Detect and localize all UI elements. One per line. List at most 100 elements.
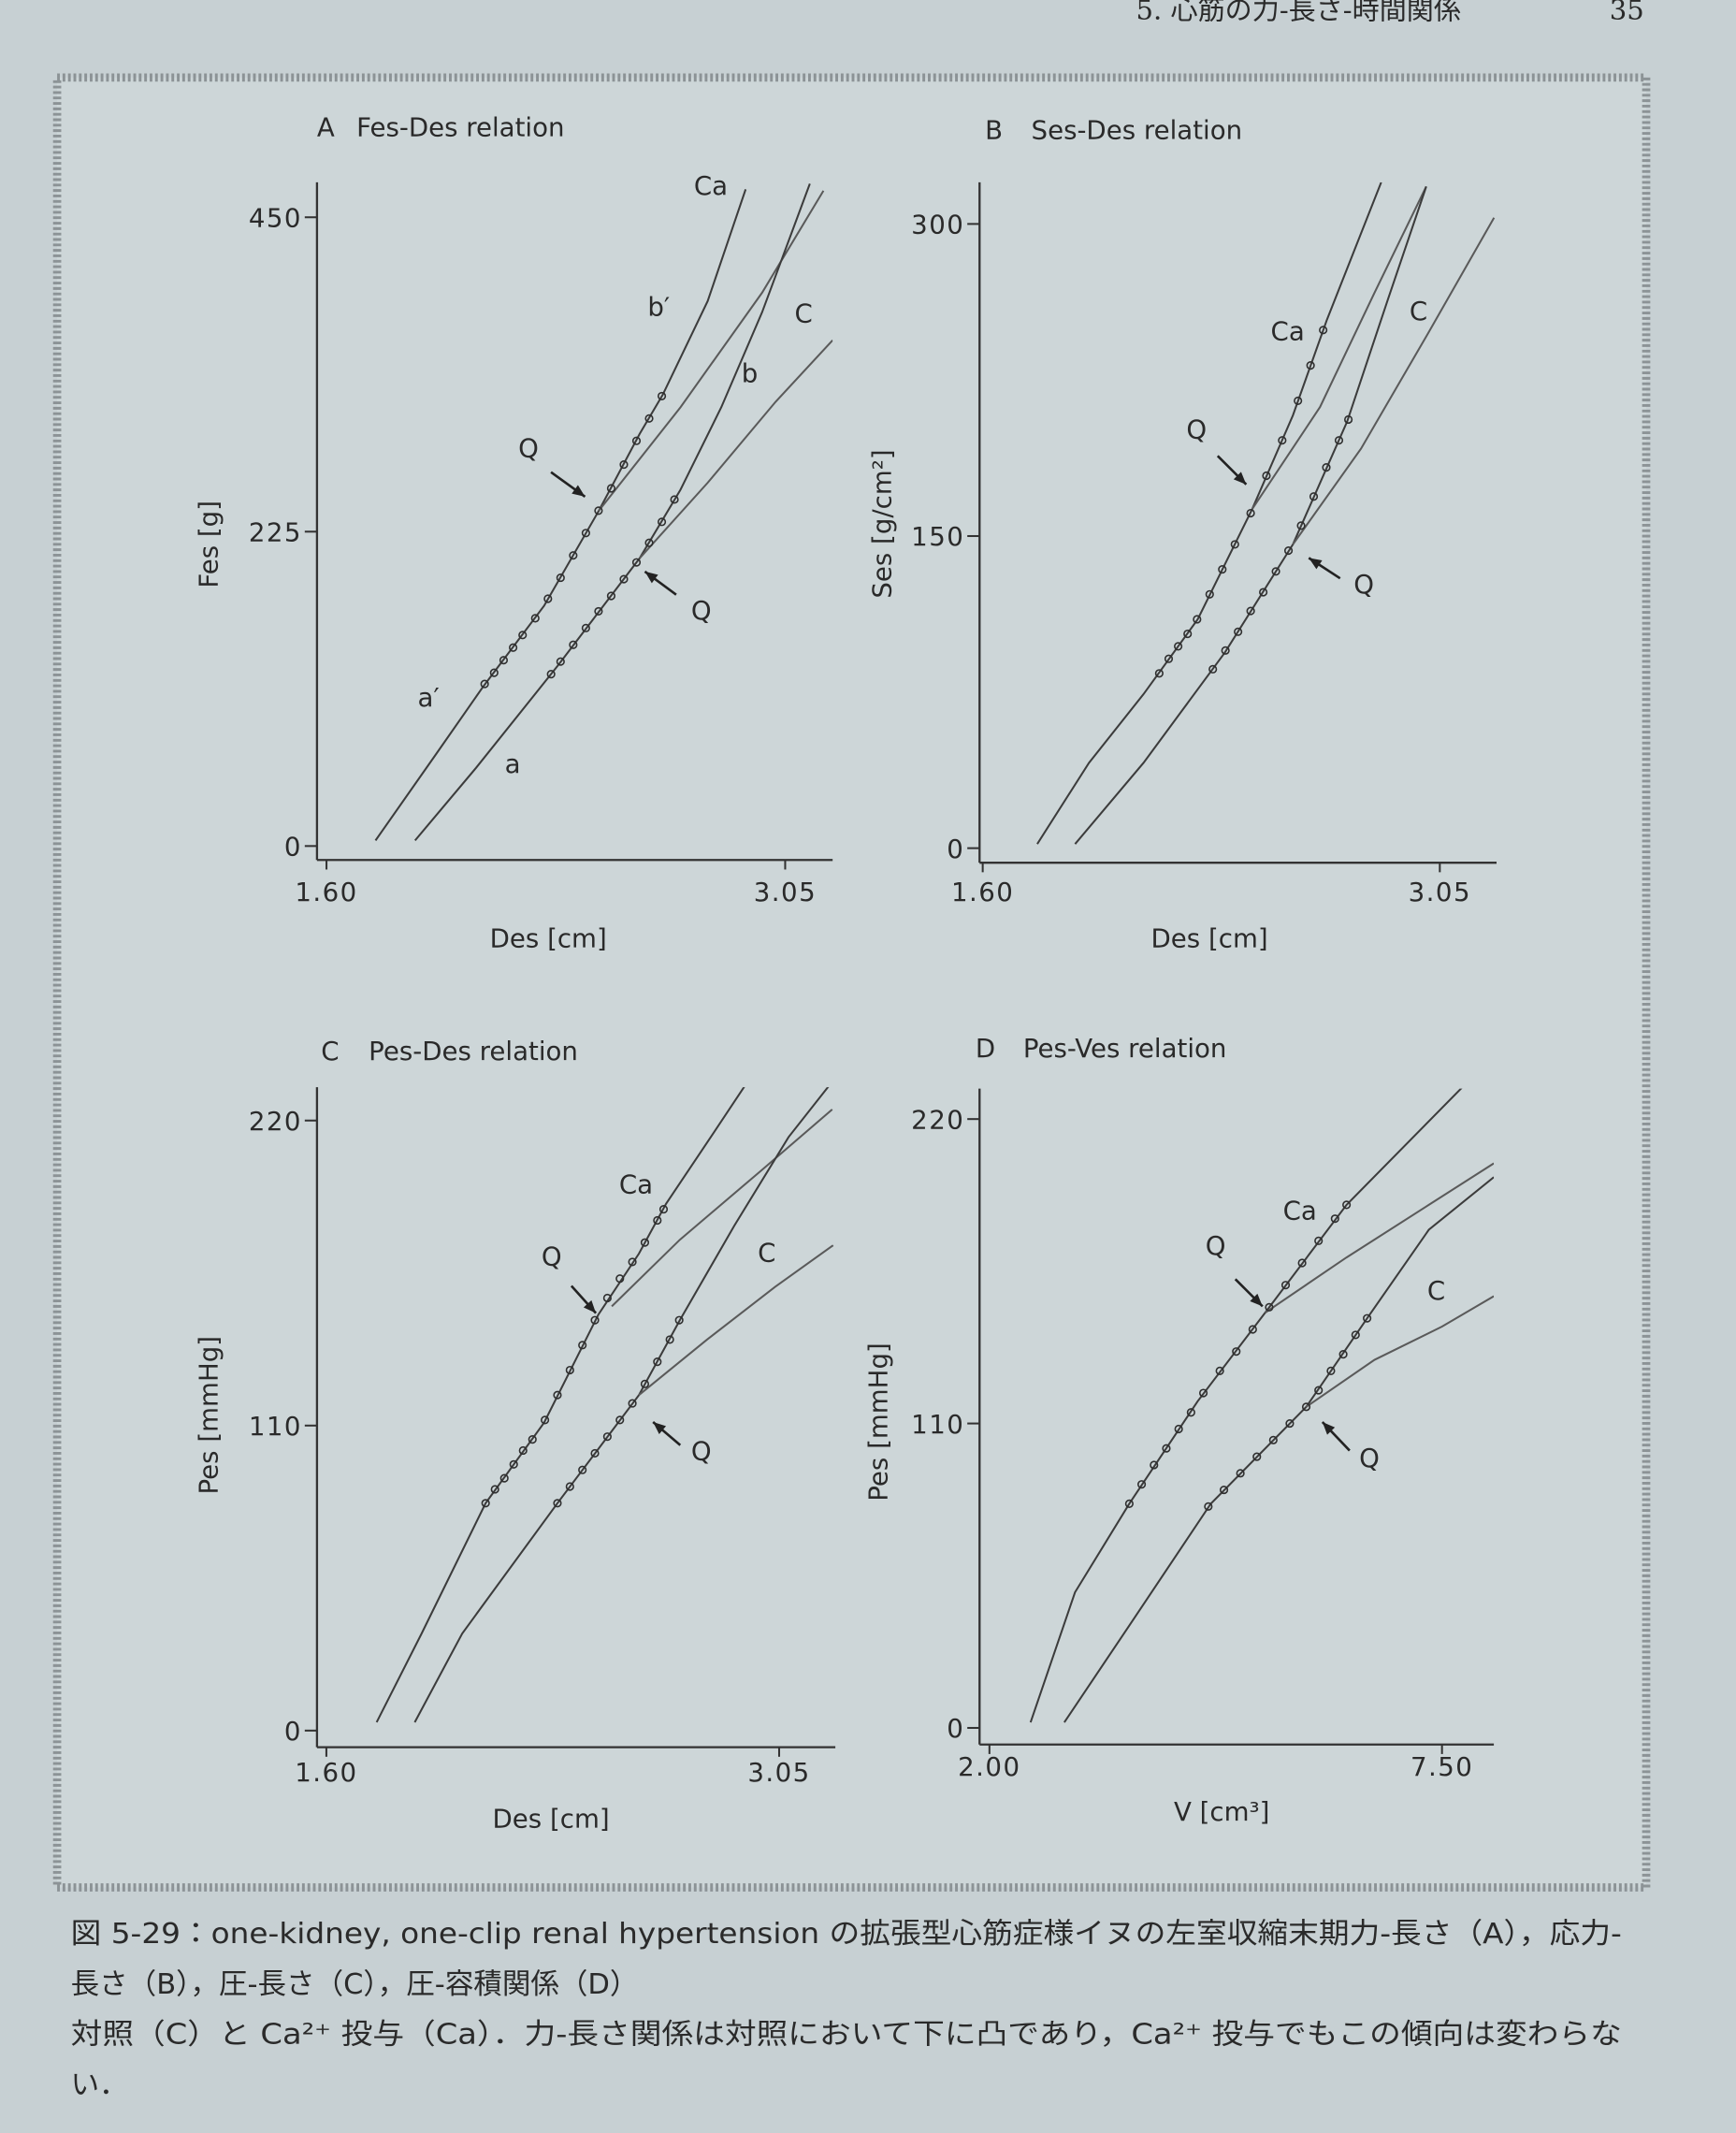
- running-header: 5. 心筋の力-長さ-時間関係: [1136, 0, 1461, 25]
- panel-letter: D: [976, 1033, 995, 1064]
- data-point: [1215, 1366, 1224, 1375]
- data-point: [1296, 521, 1306, 530]
- data-point: [499, 656, 509, 665]
- arrow-head: [1233, 472, 1247, 485]
- data-point: [1218, 565, 1227, 574]
- data-point: [499, 1473, 509, 1483]
- annotation: a: [505, 748, 521, 779]
- data-point: [606, 591, 616, 601]
- annotation: Ca: [1283, 1195, 1317, 1226]
- data-point: [1221, 646, 1230, 655]
- y-tick-label: 110: [249, 1411, 302, 1442]
- data-point: [1297, 1258, 1307, 1268]
- y-axis-label: Pes [mmHg]: [194, 1336, 224, 1495]
- data-point: [674, 1315, 684, 1325]
- panel-title: Pes-Des relation: [369, 1036, 578, 1066]
- data-point: [509, 643, 518, 652]
- y-tick-label: 450: [249, 202, 302, 233]
- chart: A Fes-Des relation Des [cm] Fes [g] 0 225 450 1…: [194, 111, 833, 953]
- annotation: Q: [691, 1436, 712, 1467]
- data-point: [1234, 627, 1243, 636]
- data-point: [1248, 1325, 1257, 1334]
- y-tick-label: 0: [947, 834, 964, 864]
- data-point: [1306, 361, 1315, 370]
- data-point: [657, 517, 667, 527]
- x-tick-label: 1.60: [951, 877, 1014, 907]
- caption-line: い．: [71, 2069, 128, 2102]
- x-tick-label: 1.60: [295, 877, 357, 907]
- data-point: [1174, 642, 1183, 651]
- data-point: [578, 1341, 587, 1350]
- chart: C Pes-Des relation Des [cm] Pes [mmHg] 0 110 2…: [194, 1036, 836, 1834]
- arrow-head: [644, 571, 658, 584]
- annotation: Q: [542, 1241, 562, 1272]
- y-tick-label: 300: [911, 210, 964, 240]
- x-axis-label: Des [cm]: [493, 1803, 610, 1834]
- data-point: [480, 679, 489, 689]
- data-point: [1314, 1386, 1324, 1395]
- data-point: [1230, 540, 1239, 549]
- annotation: Ca: [1271, 316, 1305, 347]
- data-point: [1204, 1502, 1213, 1511]
- y-axis-label: Fes [g]: [194, 501, 224, 588]
- data-point: [665, 1335, 674, 1344]
- data-point: [565, 1482, 574, 1491]
- data-point: [615, 1274, 625, 1284]
- arrow-head: [1250, 1293, 1263, 1307]
- figure-frame: [52, 73, 1651, 1892]
- curve: [1036, 181, 1382, 845]
- data-point: [640, 1379, 650, 1388]
- curve: [374, 189, 747, 841]
- annotation: Q: [1353, 569, 1374, 600]
- data-point: [556, 573, 565, 583]
- data-point: [1265, 1302, 1274, 1312]
- data-point: [653, 1215, 662, 1226]
- data-point: [1232, 1347, 1241, 1357]
- curve: [638, 1244, 834, 1396]
- panel-title: Fes-Des relation: [356, 111, 564, 142]
- y-tick-label: 220: [249, 1106, 302, 1137]
- y-tick-label: 110: [911, 1409, 964, 1440]
- data-point: [1252, 1452, 1262, 1461]
- data-point: [594, 506, 603, 515]
- data-point: [1198, 1388, 1208, 1398]
- panel-title: Ses-Des relation: [1032, 114, 1243, 145]
- data-point: [1294, 396, 1303, 406]
- data-point: [553, 1499, 562, 1508]
- data-point: [581, 623, 590, 632]
- data-point: [1186, 1408, 1195, 1417]
- data-point: [489, 668, 499, 677]
- data-point: [1351, 1330, 1360, 1340]
- data-point: [631, 558, 642, 567]
- data-point: [553, 1390, 562, 1400]
- curve: [1292, 217, 1496, 545]
- data-point: [1271, 567, 1280, 576]
- data-point: [581, 529, 590, 538]
- annotation: C: [758, 1237, 775, 1268]
- data-point: [644, 414, 654, 423]
- data-point: [1150, 1460, 1159, 1470]
- panel-letter: A: [317, 111, 335, 142]
- data-point: [1124, 1499, 1134, 1508]
- y-axis-label: Ses [g/cm²]: [867, 449, 898, 598]
- data-point: [631, 436, 642, 445]
- x-tick-label: 3.05: [1409, 877, 1471, 907]
- x-tick-label: 3.05: [747, 1757, 810, 1788]
- x-axis-label: Des [cm]: [1151, 922, 1268, 953]
- arrow-head: [1309, 558, 1323, 570]
- data-point: [628, 1399, 637, 1408]
- data-point: [590, 1315, 600, 1325]
- x-axis-label: V [cm³]: [1174, 1796, 1269, 1827]
- y-tick-label: 0: [284, 1716, 302, 1747]
- data-point: [556, 657, 565, 666]
- data-point: [615, 1415, 625, 1425]
- data-point: [565, 1365, 574, 1375]
- data-point: [509, 1459, 518, 1469]
- caption-line: 図 5-29：one-kidney, one-clip renal hypert…: [71, 1918, 1622, 1951]
- data-point: [1236, 1469, 1245, 1478]
- data-point: [528, 1435, 537, 1444]
- data-point: [1278, 436, 1287, 445]
- data-point: [1205, 589, 1214, 599]
- data-point: [1344, 414, 1353, 425]
